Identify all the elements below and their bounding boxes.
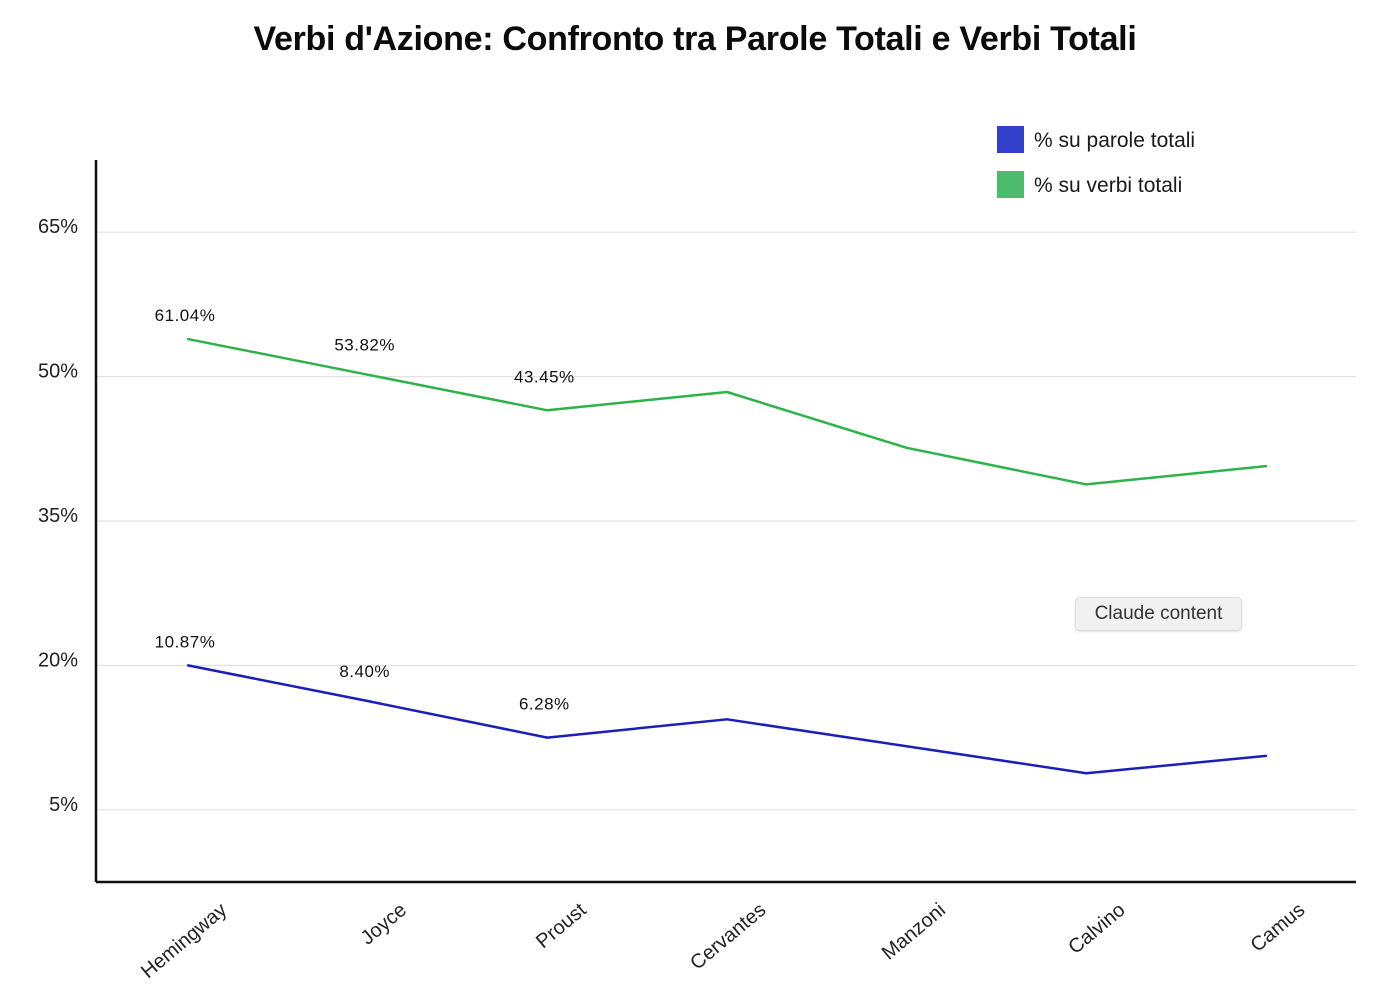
series-lines: [186, 337, 1268, 775]
data-label: 53.82%: [334, 336, 395, 355]
data-label: 8.40%: [339, 662, 390, 681]
legend: % su parole totali % su verbi totali: [997, 126, 1195, 198]
data-point: [186, 337, 190, 341]
y-tick-label: 20%: [38, 649, 78, 671]
data-point: [905, 446, 908, 450]
x-tick-label: Camus: [1247, 899, 1310, 957]
data-point: [725, 390, 729, 394]
axes: 65% 50% 35% 20% 5% Hemingway Joyce Proust Cervan…: [38, 160, 1356, 983]
x-tick-label: Manzoni: [878, 899, 950, 964]
data-point: [725, 718, 729, 721]
data-label: 10.87%: [155, 632, 216, 651]
data-label: 61.04%: [155, 306, 216, 325]
data-labels: 10.87% 8.40% 6.28% 61.04% 53.82% 43.45%: [155, 306, 575, 714]
y-tick-label: 35%: [38, 505, 78, 527]
x-tick-label: Proust: [532, 899, 591, 953]
data-point: [186, 664, 190, 667]
data-point: [1085, 483, 1088, 486]
y-tick-label: 50%: [38, 361, 78, 383]
series-line: [187, 337, 1267, 486]
x-tick-label: Hemingway: [137, 899, 231, 983]
y-tick-label: 5%: [49, 794, 78, 816]
data-point: [1085, 772, 1088, 775]
data-point: [1264, 754, 1268, 758]
claude-content-badge: Claude content: [1075, 597, 1242, 631]
data-point: [905, 745, 908, 748]
legend-label: % su parole totali: [1034, 129, 1195, 152]
x-tick-label: Cervantes: [686, 899, 770, 974]
grid-lines: [96, 231, 1356, 811]
x-tick-label: Calvino: [1064, 899, 1129, 959]
y-tick-label: 65%: [38, 216, 78, 238]
data-point: [366, 699, 369, 703]
legend-swatch: [997, 126, 1024, 153]
data-point: [546, 409, 549, 412]
data-point: [546, 736, 549, 739]
data-point: [1264, 464, 1268, 468]
chart-title: Verbi d'Azione: Confronto tra Parole Tot…: [253, 20, 1137, 58]
data-point: [366, 373, 369, 376]
x-tick-label: Joyce: [357, 899, 411, 949]
data-label: 43.45%: [514, 367, 575, 386]
legend-swatch: [997, 171, 1024, 198]
legend-label: % su verbi totali: [1034, 174, 1182, 197]
data-label: 6.28%: [519, 695, 570, 714]
